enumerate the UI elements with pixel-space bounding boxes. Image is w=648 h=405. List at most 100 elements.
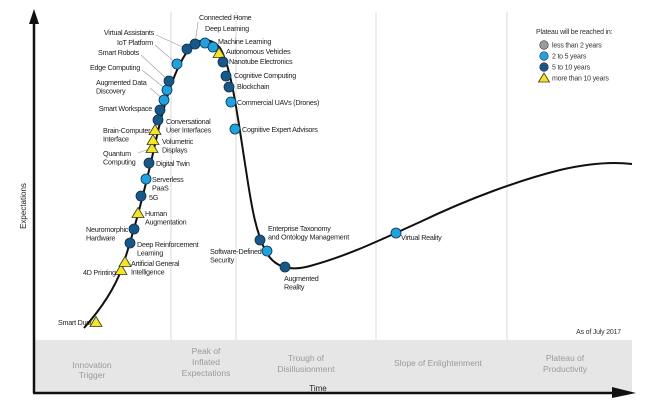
- circle-point: [140, 173, 152, 185]
- technology-label: and Ontology Management: [268, 233, 349, 242]
- phase-label: Disillusionment: [277, 364, 335, 374]
- technology-label: Serverless: [152, 175, 184, 184]
- technology-label: Edge Computing: [90, 63, 140, 72]
- x-axis-label: Time: [309, 384, 327, 393]
- as-of-note: As of July 2017: [576, 329, 621, 336]
- technology-label: Digital Twin: [156, 159, 190, 168]
- technology-label: Reality: [284, 283, 305, 292]
- legend-item-label: more than 10 years: [552, 76, 609, 83]
- technology-label: Autonomous Vehicles: [226, 47, 291, 56]
- circle-point: [229, 123, 241, 135]
- phase-label: Expectations: [182, 368, 231, 378]
- technology-label: Computing: [103, 158, 136, 167]
- phase-label: Inflated: [192, 357, 220, 367]
- circle-point: [163, 75, 175, 87]
- circle-point: [171, 58, 183, 70]
- technology-label: 5G: [149, 193, 159, 202]
- circle-point: [161, 84, 173, 96]
- technology-label: Volumetric: [162, 137, 194, 146]
- phase-band: [34, 340, 632, 392]
- circle-point: [217, 56, 229, 68]
- technology-label: IoT Platform: [117, 38, 153, 47]
- technology-label: Learning: [137, 249, 163, 258]
- phase-dividers: [170, 12, 508, 340]
- x-axis-arrow-icon: [612, 387, 636, 398]
- leader-line: [140, 54, 170, 82]
- triangle-point: [114, 263, 128, 275]
- circle-point: [154, 104, 166, 116]
- technology-label: Neuromorphic: [86, 225, 129, 234]
- legend-circle-icon: [539, 40, 549, 50]
- technology-label: Virtual Assistants: [104, 28, 155, 37]
- phase-label: Plateau of: [546, 353, 585, 363]
- triangle-point: [118, 255, 132, 267]
- technology-label: Enterprise Taxonomy: [268, 224, 331, 233]
- triangle-point: [146, 133, 160, 145]
- legend-item-label: less than 2 years: [552, 43, 602, 50]
- technology-label: Commercial UAVs (Drones): [237, 98, 319, 107]
- technology-label: Quantum: [103, 149, 131, 158]
- technology-label: Intelligence: [131, 268, 165, 277]
- circle-point: [181, 43, 193, 55]
- technology-label: Displays: [162, 146, 188, 155]
- circle-point: [128, 223, 140, 235]
- circle-point: [124, 237, 136, 249]
- triangle-point: [145, 141, 159, 153]
- technology-label: Human: [145, 209, 167, 218]
- technology-label: User Interfaces: [166, 126, 212, 135]
- y-axis-label: Expectations: [19, 183, 28, 229]
- circle-point: [261, 245, 273, 257]
- legend: Plateau will be reached in: less than 2 y…: [536, 29, 613, 83]
- technology-label: Deep Reinforcement: [137, 240, 199, 249]
- technology-label: Augmented Data: [96, 78, 147, 87]
- technology-label: Blockchain: [237, 82, 270, 91]
- phase-label: Productivity: [543, 364, 588, 374]
- phase-label: Innovation: [72, 360, 111, 370]
- technology-label: Software-Defined: [210, 247, 262, 256]
- triangle-point: [89, 315, 103, 327]
- technology-label: Brain-Computer: [103, 126, 151, 135]
- circle-point: [390, 227, 402, 239]
- technology-label: Cognitive Computing: [234, 71, 296, 80]
- circle-point: [143, 157, 155, 169]
- technology-label: Interface: [103, 135, 129, 144]
- y-axis-arrow-icon: [29, 9, 39, 24]
- circle-point: [152, 114, 164, 126]
- technology-label: Conversational: [166, 117, 211, 126]
- triangle-point: [212, 46, 226, 58]
- technology-label: Augmented: [284, 274, 319, 283]
- technology-label: Virtual Reality: [401, 233, 442, 242]
- leader-line: [155, 34, 188, 50]
- technology-label: Discovery: [96, 87, 126, 96]
- circle-point: [225, 96, 237, 108]
- triangle-point: [131, 206, 145, 218]
- circle-point: [254, 234, 266, 246]
- technology-label: Artificial General: [131, 259, 180, 268]
- triangle-point: [148, 123, 162, 135]
- circle-point: [135, 190, 147, 202]
- circle-point: [279, 261, 291, 273]
- legend-item-label: 5 to 10 years: [552, 65, 591, 72]
- technology-label: Smart Dust: [58, 318, 92, 327]
- technology-label: Deep Learning: [205, 24, 249, 33]
- legend-title: Plateau will be reached in:: [536, 29, 613, 36]
- circle-point: [207, 41, 219, 53]
- phase-label: Peak of: [192, 346, 221, 356]
- technology-label: Machine Learning: [218, 37, 271, 46]
- technology-points: [89, 37, 402, 327]
- circle-point: [158, 94, 170, 106]
- circle-point: [223, 81, 235, 93]
- technology-label: Augmentation: [145, 218, 187, 227]
- circle-point: [220, 70, 232, 82]
- technology-label: PaaS: [152, 184, 169, 193]
- legend-circle-icon: [539, 62, 549, 72]
- technology-label: 4D Printing: [83, 268, 116, 277]
- technology-label: Smart Workspace: [99, 104, 152, 113]
- technology-label: Connected Home: [199, 13, 252, 22]
- technology-label: Cognitive Expert Advisors: [242, 125, 318, 134]
- technology-label: Hardware: [86, 234, 115, 243]
- technology-label: Smart Robots: [98, 48, 140, 57]
